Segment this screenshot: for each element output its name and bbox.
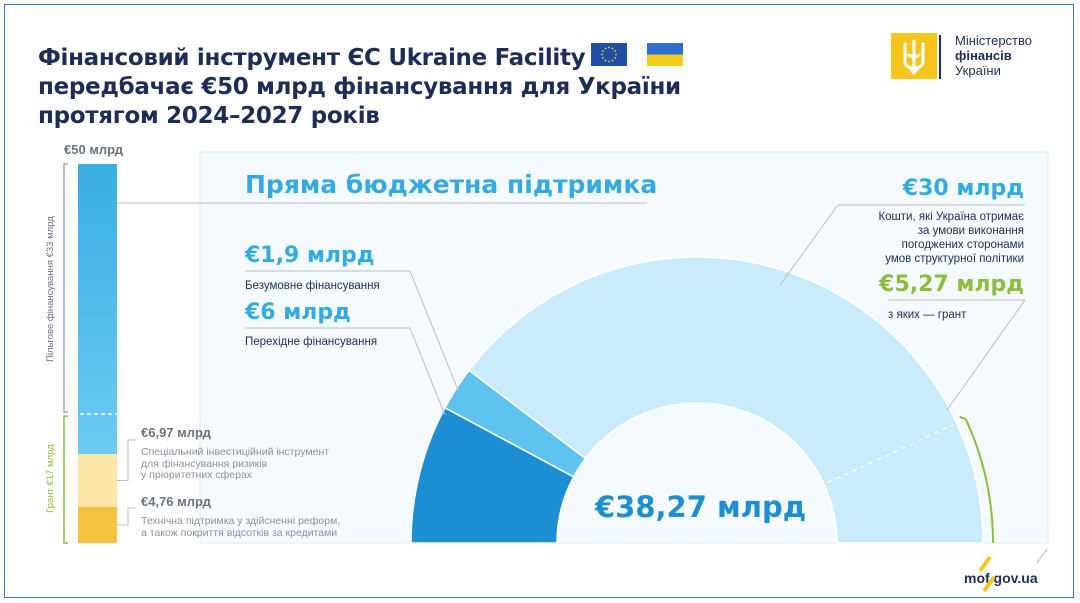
conditional-text: Кошти, які Україна отримає за умови вико… [878,211,1024,265]
unconditional-connector [409,270,461,396]
bar-segment-investment [78,454,117,507]
donut-slice [468,256,984,544]
unconditional-amount: €1,9 млрд [245,243,375,268]
ministry-name: Міністерство фінансів України [955,33,1032,78]
grant-arc-tick [959,415,967,420]
grant-bracket-label: Грант €17 млрд [45,444,56,513]
investment-text: Спеціальний інвестиційний інструмент для… [141,446,330,481]
eu-star [604,47,607,50]
bar-segment-concessional [78,164,117,455]
eu-star [602,57,604,59]
concessional-bracket [63,163,68,413]
technical-amount: €4,76 млрд [141,494,211,509]
eu-star [604,59,607,62]
eu-star [602,50,604,52]
technical-connector [117,507,136,526]
eu-star [608,60,610,63]
slide-title: Фінансовий інструмент ЄС Ukraine Facilit… [38,44,681,131]
eu-star [611,59,614,62]
eu-star [611,47,614,50]
investment-connector [117,439,136,482]
eu-star [615,53,617,56]
bar-segment-technical [78,506,117,543]
transitional-connector [409,327,446,416]
footer-decor-icon [978,548,1048,593]
transitional-text: Перехідне фінансування [245,336,378,348]
investment-amount: €6,97 млрд [141,425,211,440]
grant-connector [946,299,1026,411]
grant-amount: €5,27 млрд [879,272,1024,297]
logo-divider [939,35,941,79]
grant-text: з яких — грант [888,309,967,321]
trident-emblem-icon [891,33,937,79]
ukraine-flag-icon [647,43,683,66]
title-line-1: Фінансовий інструмент ЄС Ukraine Facilit… [38,45,586,71]
eu-star [614,50,616,52]
eu-star [601,53,603,56]
grant-bracket [63,415,68,544]
website-label: mof.gov.ua [964,570,1038,586]
title-line-2: передбачає €50 млрд фінансування для Укр… [38,74,681,100]
eu-star [608,46,610,49]
eu-flag-icon [591,43,627,66]
grant-divider [827,424,954,484]
grant-arc-bracket [964,418,994,544]
conditional-amount: €30 млрд [902,176,1024,201]
eu-star [614,57,616,59]
conditional-connector [779,204,839,286]
transitional-amount: €6 млрд [245,300,351,325]
technical-text: Технічна підтримка у здійсненні реформ, … [141,515,341,539]
bar-total-label: €50 млрд [64,142,124,157]
title-line-3: протягом 2024–2027 років [38,103,380,129]
slide-frame [4,4,1074,598]
unconditional-text: Безумовне фінансування [245,280,380,292]
budget-support-title: Пряма бюджетна підтримка [245,170,658,199]
concessional-bracket-label: Пільгове фінансування €33 млрд [45,216,56,362]
budget-total-label: €38,27 млрд [595,490,807,524]
